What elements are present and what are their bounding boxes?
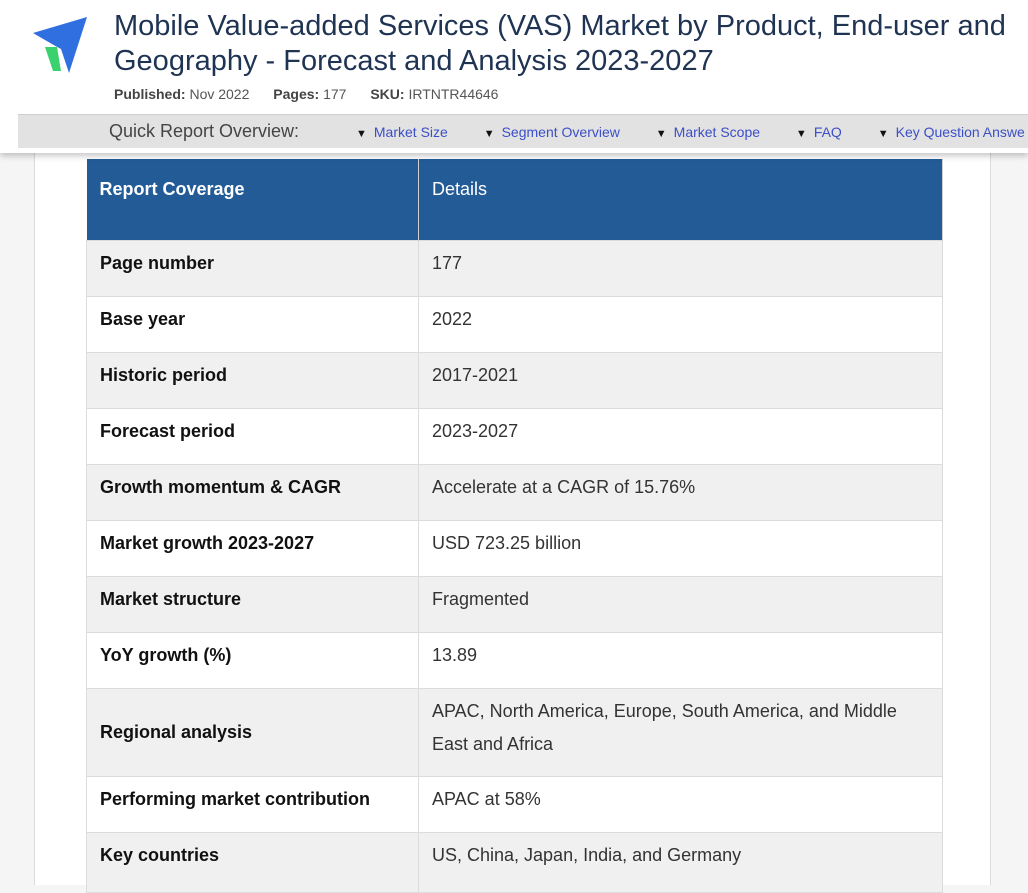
row-value: US, China, Japan, India, and Germany	[418, 831, 943, 893]
logo-icon[interactable]	[31, 15, 89, 73]
triangle-down-icon: ▼	[877, 128, 889, 140]
row-value: 2023-2027	[418, 407, 943, 465]
quick-report-overview-bar: Quick Report Overview: ▼ Market Size ▼ Seg…	[18, 114, 1028, 148]
nav-link-segment-overview[interactable]: ▼ Segment Overview	[483, 124, 620, 140]
row-key: Performing market contribution	[86, 775, 419, 833]
triangle-down-icon: ▼	[795, 128, 807, 140]
table-row: Growth momentum & CAGR Accelerate at a C…	[86, 463, 943, 521]
row-key: Base year	[86, 295, 419, 353]
column-header-details: Details	[418, 159, 943, 240]
row-key: Regional analysis	[86, 687, 419, 777]
nav-link-market-scope[interactable]: ▼ Market Scope	[655, 124, 761, 140]
quick-report-overview-title: Quick Report Overview:	[109, 121, 300, 141]
column-header-report-coverage: Report Coverage	[86, 159, 419, 240]
nav-link-faq[interactable]: ▼ FAQ	[795, 124, 842, 140]
row-key: Historic period	[86, 351, 419, 409]
row-value: 2022	[418, 295, 943, 353]
triangle-down-icon: ▼	[356, 128, 367, 140]
row-value: Accelerate at a CAGR of 15.76%	[418, 463, 943, 521]
table-row: Regional analysis APAC, North America, E…	[86, 687, 943, 777]
pages-info: Pages: 177	[273, 86, 347, 102]
page-header: Mobile Value-added Services (VAS) Market…	[0, 0, 1028, 153]
content-area: Report Coverage Details Page number 177 …	[34, 153, 991, 893]
table-row: Market structure Fragmented	[86, 575, 943, 633]
row-value: USD 723.25 billion	[418, 519, 943, 577]
table-row: Market growth 2023-2027 USD 723.25 billi…	[86, 519, 943, 577]
quick-nav-links: ▼ Market Size ▼ Segment Overview ▼ Market S…	[356, 124, 1028, 140]
row-key: Growth momentum & CAGR	[86, 463, 419, 521]
sku-info: SKU: IRTNTR44646	[370, 86, 499, 102]
table-row: Key countries US, China, Japan, India, a…	[86, 831, 943, 893]
report-title: Mobile Value-added Services (VAS) Market…	[114, 10, 1006, 77]
report-meta: Published: Nov 2022 Pages: 177 SKU: IRTN…	[114, 86, 518, 102]
row-value: APAC at 58%	[418, 775, 943, 833]
row-value: 13.89	[418, 631, 943, 689]
row-key: Forecast period	[86, 407, 419, 465]
row-value: APAC, North America, Europe, South Ameri…	[418, 687, 943, 777]
nav-link-market-size[interactable]: ▼ Market Size	[356, 124, 448, 140]
row-value: 177	[418, 239, 943, 297]
nav-link-key-question-answers[interactable]: ▼ Key Question Answe	[877, 124, 1025, 140]
table-row: Base year 2022	[86, 295, 943, 353]
table-row: Forecast period 2023-2027	[86, 407, 943, 465]
row-key: Market growth 2023-2027	[86, 519, 419, 577]
table-row: Performing market contribution APAC at 5…	[86, 775, 943, 833]
row-key: Key countries	[86, 831, 419, 893]
published-info: Published: Nov 2022	[114, 86, 250, 102]
row-key: Page number	[86, 239, 419, 297]
triangle-down-icon: ▼	[483, 128, 495, 140]
row-value: Fragmented	[418, 575, 943, 633]
table-header-row: Report Coverage Details	[86, 159, 943, 240]
report-coverage-table: Report Coverage Details Page number 177 …	[86, 159, 943, 893]
row-key: Market structure	[86, 575, 419, 633]
table-row: YoY growth (%) 13.89	[86, 631, 943, 689]
table-row: Page number 177	[86, 239, 943, 297]
table-row: Historic period 2017-2021	[86, 351, 943, 409]
triangle-down-icon: ▼	[655, 128, 667, 140]
row-key: YoY growth (%)	[86, 631, 419, 689]
row-value: 2017-2021	[418, 351, 943, 409]
